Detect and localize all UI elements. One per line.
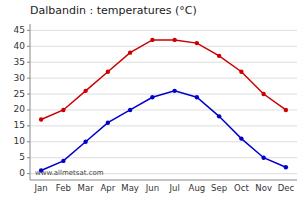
series-point xyxy=(195,41,199,45)
series-point xyxy=(61,108,65,112)
marks xyxy=(39,38,288,173)
x-tick-label: Aug xyxy=(189,183,206,193)
grid-line xyxy=(30,125,297,126)
y-tick-label: 10 xyxy=(14,136,26,146)
grid-line xyxy=(30,62,297,63)
y-tick-label: 25 xyxy=(14,89,25,99)
chart-container: 0 5 10 15 20 25 30 35 40 45 Jan Feb Mar Apr May Jun Jul A… xyxy=(0,0,305,200)
y-tick-label: 5 xyxy=(19,152,25,162)
series-point xyxy=(284,165,288,169)
series-line xyxy=(41,91,286,171)
grid-line xyxy=(30,157,297,158)
chart-svg: 0 5 10 15 20 25 30 35 40 45 Jan Feb Mar Apr May Jun Jul A… xyxy=(0,0,305,200)
series-point xyxy=(128,108,132,112)
series-point xyxy=(150,38,154,42)
series-point xyxy=(239,70,243,74)
grid-line xyxy=(30,141,297,142)
y-tick-label: 15 xyxy=(14,120,25,130)
series-point xyxy=(172,38,176,42)
grid xyxy=(30,30,297,173)
x-tick-label: Jul xyxy=(168,183,179,193)
x-tick-label: Oct xyxy=(234,183,249,193)
series-point xyxy=(239,136,243,140)
y-tick-label: 20 xyxy=(14,104,26,114)
y-tick-label: 40 xyxy=(14,41,26,51)
series-point xyxy=(83,140,87,144)
grid-line xyxy=(30,109,297,110)
series-point xyxy=(150,95,154,99)
x-tick-label: Mar xyxy=(78,183,95,193)
x-tick-label: Feb xyxy=(56,183,71,193)
grid-line xyxy=(30,46,297,47)
x-axis-line xyxy=(30,180,297,181)
series-point xyxy=(106,120,110,124)
grid-line xyxy=(30,78,297,79)
series-point xyxy=(261,156,265,160)
x-tick-label: Jan xyxy=(34,183,48,193)
y-tick-label: 35 xyxy=(14,57,25,67)
series-point xyxy=(217,54,221,58)
y-tick-label: 0 xyxy=(19,168,25,178)
series-point xyxy=(172,89,176,93)
title: Dalbandin : temperatures (°C) xyxy=(30,4,197,17)
series-point xyxy=(128,50,132,54)
series-point xyxy=(284,108,288,112)
x-tick-label: Apr xyxy=(101,183,116,193)
series-line xyxy=(41,40,286,120)
series-point xyxy=(217,114,221,118)
series-point xyxy=(39,117,43,121)
annotation: www.allmetsat.com xyxy=(35,169,104,177)
x-tick-label: Dec xyxy=(278,183,295,193)
series-point xyxy=(83,89,87,93)
series-point xyxy=(106,70,110,74)
y-axis-line xyxy=(30,24,31,180)
y-tick-label: 30 xyxy=(14,73,26,83)
x-tick-label: Jun xyxy=(145,183,159,193)
series-point xyxy=(261,92,265,96)
x-tick-label: Nov xyxy=(255,183,272,193)
x-tick-label: Sep xyxy=(211,183,227,193)
y-tick-label: 45 xyxy=(14,25,25,35)
grid-line xyxy=(30,30,297,31)
series-point xyxy=(195,95,199,99)
x-tick-label: May xyxy=(121,183,139,193)
series-point xyxy=(61,159,65,163)
